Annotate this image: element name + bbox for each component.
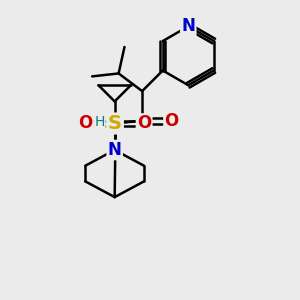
Text: O: O bbox=[78, 115, 92, 133]
Text: N: N bbox=[109, 115, 123, 133]
Text: O: O bbox=[137, 115, 151, 133]
Text: S: S bbox=[108, 114, 122, 133]
Text: O: O bbox=[164, 112, 179, 130]
Text: H: H bbox=[94, 115, 105, 129]
Text: N: N bbox=[181, 17, 195, 35]
Text: N: N bbox=[108, 141, 122, 159]
